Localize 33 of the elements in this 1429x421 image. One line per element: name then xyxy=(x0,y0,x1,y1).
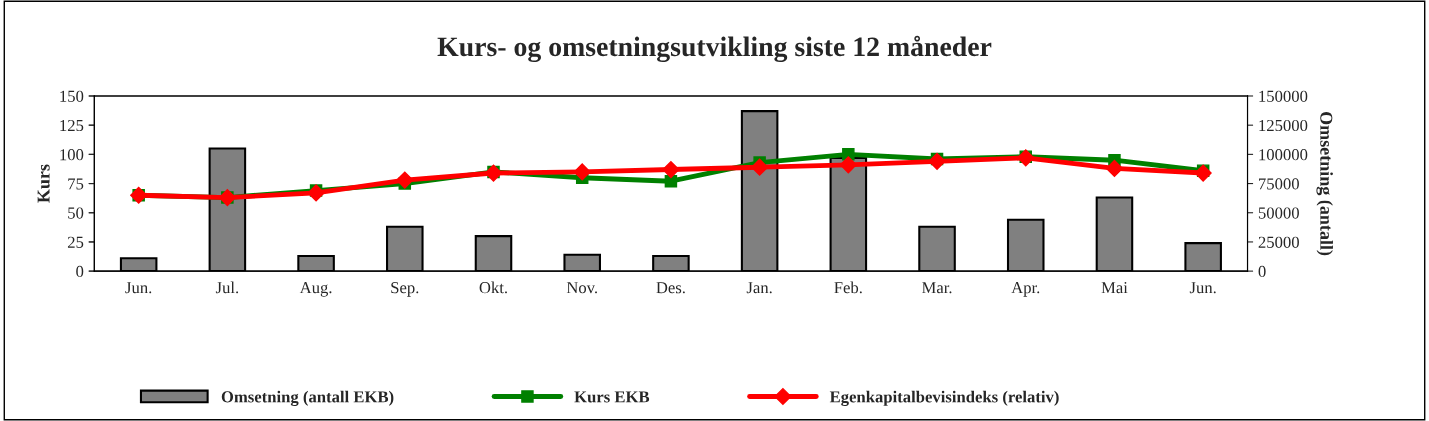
y-tick-label: 125 xyxy=(60,119,84,132)
legend-label: Egenkapitalbevisindeks (relativ) xyxy=(829,390,1059,406)
y-tick-label: 50 xyxy=(68,207,84,219)
x-tick-label: Jun. xyxy=(125,282,152,294)
y-tick-label: 100 xyxy=(60,149,84,161)
y2-tick-label: 75000 xyxy=(1259,178,1299,190)
x-tick-label: Okt. xyxy=(479,281,507,294)
y2-tick-label: 150000 xyxy=(1259,90,1308,102)
x-tick-label: Sep. xyxy=(391,282,419,297)
x-tick-label: Mai xyxy=(1101,282,1128,294)
y-tick-label: 0 xyxy=(76,265,84,278)
y2-tick-label: 0 xyxy=(1258,265,1266,278)
x-tick-label: Aug. xyxy=(299,282,332,297)
y2-tick-label: 125000 xyxy=(1259,119,1308,132)
y2-axis-title: Omsetning (antall) xyxy=(1316,111,1333,256)
x-tick-label: Apr. xyxy=(1011,282,1040,297)
chart-title: Kurs- og omsetningsutvikling siste 12 måneder xyxy=(437,35,992,63)
x-tick-label: Jun. xyxy=(1189,282,1216,294)
y-axis-title: Kurs xyxy=(37,164,50,203)
x-tick-label: Mar. xyxy=(922,282,952,294)
x-tick-label: Des. xyxy=(656,282,685,294)
legend-label: Kurs EKB xyxy=(574,391,650,403)
x-tick-label: Jul. xyxy=(215,281,239,294)
y2-tick-label: 25000 xyxy=(1258,236,1299,248)
y-tick-label: 75 xyxy=(68,178,84,190)
x-tick-label: Feb. xyxy=(834,281,862,294)
x-tick-label: Nov. xyxy=(566,282,597,294)
y-tick-label: 25 xyxy=(67,236,84,248)
y2-tick-label: 50000 xyxy=(1258,207,1299,219)
legend-label: Omsetning (antall EKB) xyxy=(221,390,394,406)
y2-tick-label: 100000 xyxy=(1259,149,1308,161)
y-tick-label: 150 xyxy=(60,90,84,102)
x-tick-label: Jan. xyxy=(746,282,772,294)
